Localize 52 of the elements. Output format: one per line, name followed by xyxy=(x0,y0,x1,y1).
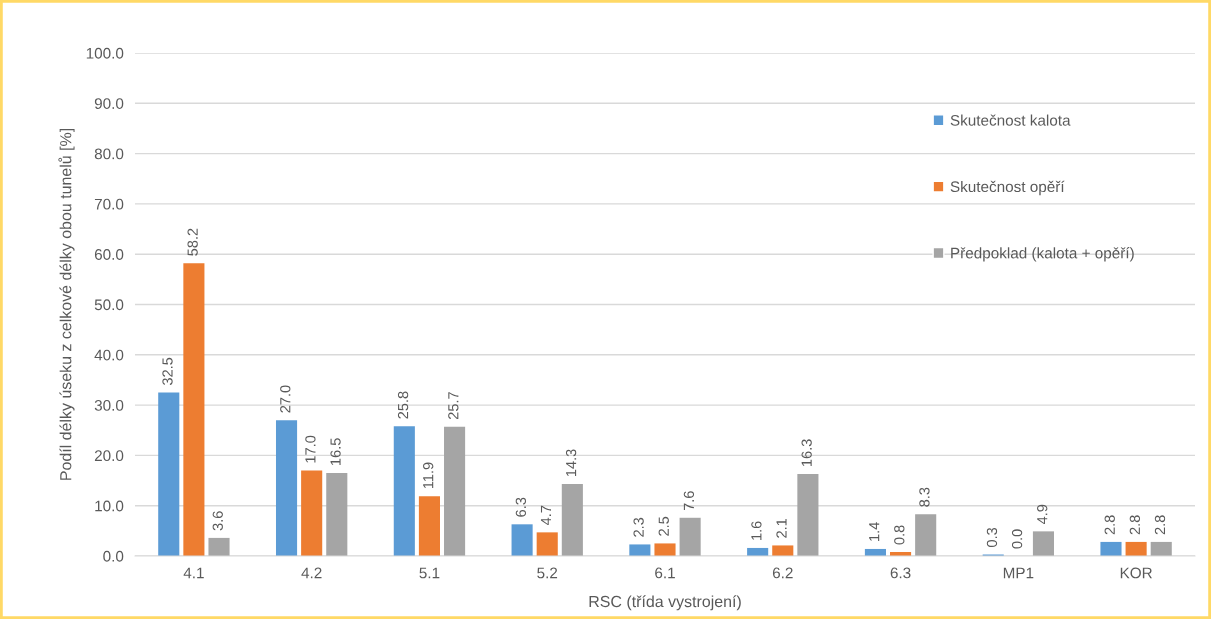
y-tick-label: 40.0 xyxy=(94,349,124,361)
legend-label: Předpoklad (kalota + opěří) xyxy=(951,247,1134,262)
data-label: 0.0 xyxy=(1011,529,1023,549)
x-tick-label: 4.1 xyxy=(183,567,204,579)
legend-label: Skutečnost opěří xyxy=(950,180,1065,196)
y-tick-label: 50.0 xyxy=(94,299,124,311)
data-label: 16.5 xyxy=(330,438,341,465)
x-tick-label: 6.2 xyxy=(772,567,793,579)
data-label: 7.6 xyxy=(683,491,695,511)
data-label: 8.3 xyxy=(919,487,930,507)
y-tick-label: 100.0 xyxy=(86,47,124,59)
data-label: 2.8 xyxy=(1129,515,1141,535)
data-label: 6.3 xyxy=(515,497,527,517)
data-label: 2.8 xyxy=(1154,515,1166,535)
y-tick-label: 70.0 xyxy=(94,198,124,210)
data-label: 25.8 xyxy=(397,391,409,419)
data-label: 2.5 xyxy=(658,516,669,536)
x-tick-label: 6.1 xyxy=(655,567,675,579)
data-label: 2.1 xyxy=(776,518,787,538)
x-tick-label: 5.2 xyxy=(537,567,558,579)
data-label: 2.8 xyxy=(1104,515,1115,535)
x-axis-title: RSC (třída vystrojení) xyxy=(589,595,741,611)
x-tick-label: MP1 xyxy=(1003,567,1034,579)
data-label: 3.6 xyxy=(212,511,223,531)
y-tick-label: 80.0 xyxy=(94,148,124,160)
x-tick-label: 4.2 xyxy=(301,567,322,579)
data-label: 4.7 xyxy=(540,505,551,526)
data-label: 58.2 xyxy=(187,228,198,256)
y-axis-title: Podíl délky úseku z celkové délky obou tunelů [%] xyxy=(58,128,75,480)
y-tick-label: 30.0 xyxy=(94,399,124,411)
data-label: 0.8 xyxy=(894,525,905,545)
x-tick-label: KOR xyxy=(1120,567,1152,579)
legend-label: Skutečnost kalota xyxy=(950,114,1071,126)
y-tick-label: 60.0 xyxy=(94,249,124,260)
y-tick-label: 0.0 xyxy=(103,550,124,562)
data-label: 1.6 xyxy=(751,521,762,540)
x-tick-label: 6.3 xyxy=(890,567,911,579)
data-label: 17.0 xyxy=(305,435,316,463)
data-label: 14.3 xyxy=(565,449,577,477)
y-tick-label: 90.0 xyxy=(94,98,124,109)
data-label: 0.3 xyxy=(986,527,998,547)
data-label: 2.3 xyxy=(633,517,644,537)
data-label: 16.3 xyxy=(801,439,812,466)
data-label: 25.7 xyxy=(448,392,459,420)
y-tick-label: 10.0 xyxy=(95,500,124,512)
data-label: 32.5 xyxy=(162,357,173,386)
data-label: 4.9 xyxy=(1037,504,1048,525)
data-label: 27.0 xyxy=(280,385,291,413)
x-tick-label: 5.1 xyxy=(419,567,440,579)
data-label: 11.9 xyxy=(423,462,434,489)
y-tick-label: 20.0 xyxy=(94,450,124,462)
data-label: 1.4 xyxy=(869,522,880,541)
